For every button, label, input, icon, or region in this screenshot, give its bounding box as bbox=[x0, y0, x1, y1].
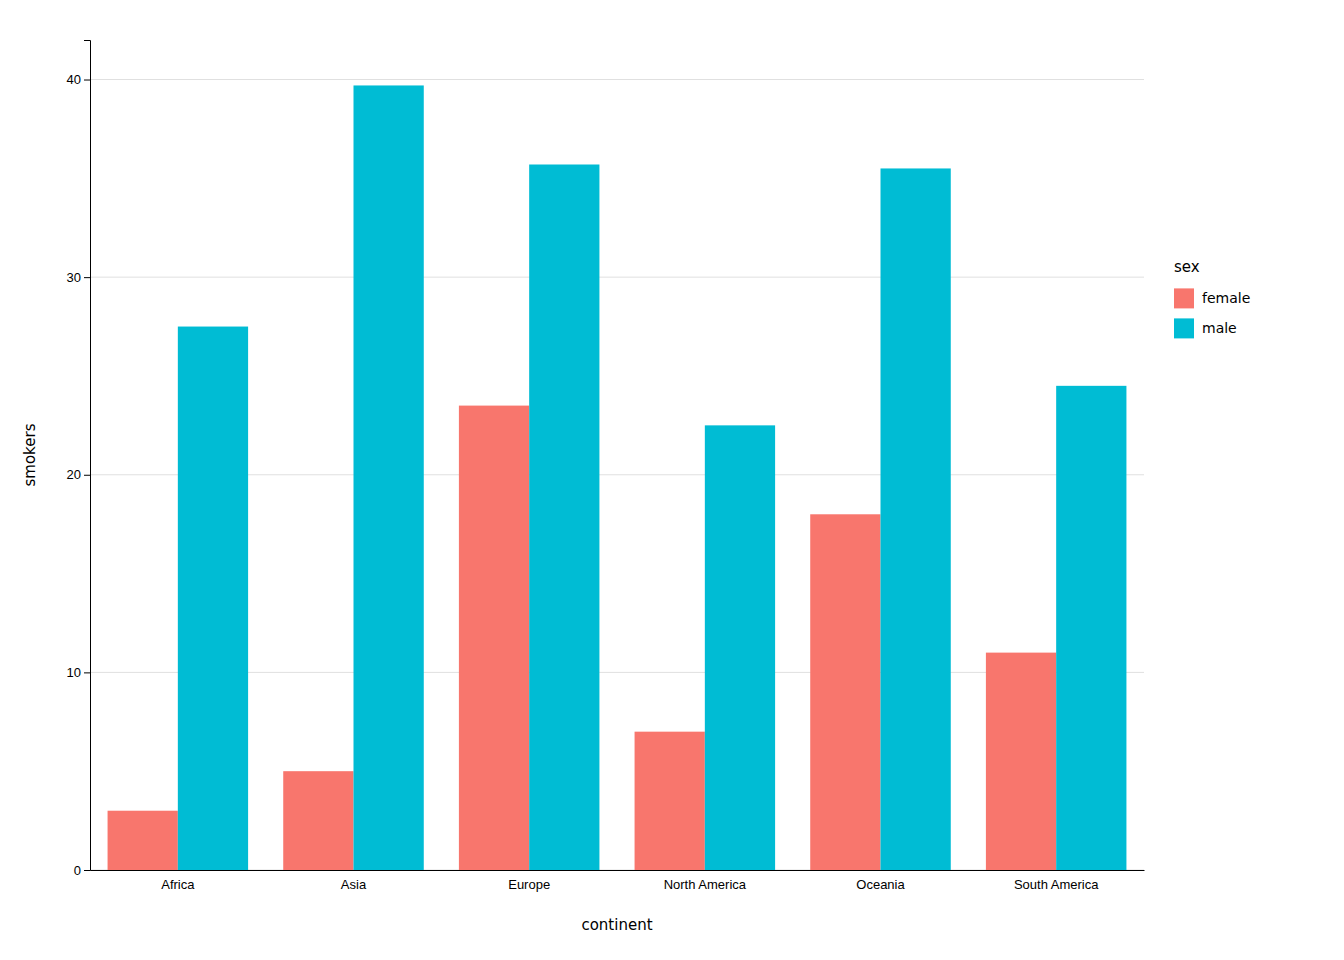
bar bbox=[459, 406, 529, 870]
bar bbox=[986, 653, 1056, 870]
bar bbox=[881, 168, 951, 870]
bar bbox=[705, 425, 775, 870]
bar bbox=[108, 811, 178, 870]
bar bbox=[635, 732, 705, 870]
x-tick-label: Africa bbox=[161, 877, 195, 892]
y-tick-mark bbox=[84, 475, 90, 476]
x-tick-label: Oceania bbox=[856, 877, 905, 892]
y-tick-label: 20 bbox=[67, 467, 81, 482]
y-axis: 0 10 20 30 40 bbox=[67, 41, 91, 878]
y-tick-label: 10 bbox=[67, 665, 81, 680]
x-axis-title: continent bbox=[581, 916, 652, 934]
x-tick-label: South America bbox=[1014, 877, 1099, 892]
y-tick-mark bbox=[84, 672, 90, 673]
legend-swatch bbox=[1174, 318, 1194, 338]
y-tick: 40 bbox=[67, 72, 90, 87]
y-tick-mark bbox=[84, 80, 90, 81]
y-axis-domain bbox=[84, 41, 91, 871]
x-tick: Oceania bbox=[856, 877, 905, 892]
x-axis-domain bbox=[91, 870, 1145, 871]
x-tick-label: North America bbox=[664, 877, 747, 892]
y-tick: 0 bbox=[74, 863, 90, 878]
chart-svg: Africa Asia Europe North America Oceania Sout… bbox=[0, 0, 1344, 960]
bar bbox=[529, 165, 599, 871]
x-tick: Asia bbox=[341, 877, 367, 892]
bar bbox=[283, 771, 353, 870]
y-tick: 20 bbox=[67, 467, 90, 482]
legend-swatch bbox=[1174, 288, 1194, 308]
grid-line bbox=[90, 79, 1144, 80]
x-tick-label: Europe bbox=[508, 877, 550, 892]
bar bbox=[1056, 386, 1126, 870]
x-tick: South America bbox=[1014, 877, 1099, 892]
x-axis: Africa Asia Europe North America Oceania Sout… bbox=[91, 871, 1145, 893]
x-tick-label: Asia bbox=[341, 877, 367, 892]
y-tick-label: 0 bbox=[74, 863, 81, 878]
chart-container: Africa Asia Europe North America Oceania Sout… bbox=[0, 0, 1344, 960]
bar bbox=[354, 85, 424, 870]
legend-label: female bbox=[1202, 290, 1250, 306]
legend-item: female bbox=[1174, 288, 1250, 308]
legend: sexfemale male bbox=[1174, 258, 1250, 338]
y-axis-title: smokers bbox=[21, 423, 39, 486]
grid-line bbox=[90, 277, 1144, 278]
legend-item: male bbox=[1174, 318, 1237, 338]
bar bbox=[178, 327, 248, 870]
y-tick-label: 40 bbox=[67, 72, 81, 87]
bars bbox=[108, 85, 1127, 870]
bar bbox=[810, 514, 880, 870]
x-tick: North America bbox=[664, 877, 747, 892]
legend-label: male bbox=[1202, 320, 1237, 336]
bar-series bbox=[178, 85, 1127, 870]
x-tick: Africa bbox=[161, 877, 195, 892]
legend-title: sex bbox=[1174, 258, 1200, 276]
y-tick-mark bbox=[84, 870, 90, 871]
x-tick: Europe bbox=[508, 877, 550, 892]
y-tick-label: 30 bbox=[67, 270, 81, 285]
y-tick: 10 bbox=[67, 665, 90, 680]
y-tick-mark bbox=[84, 277, 90, 278]
grid bbox=[90, 80, 1144, 870]
y-tick: 30 bbox=[67, 270, 90, 285]
plot: Africa Asia Europe North America Oceania Sout… bbox=[67, 41, 1145, 893]
